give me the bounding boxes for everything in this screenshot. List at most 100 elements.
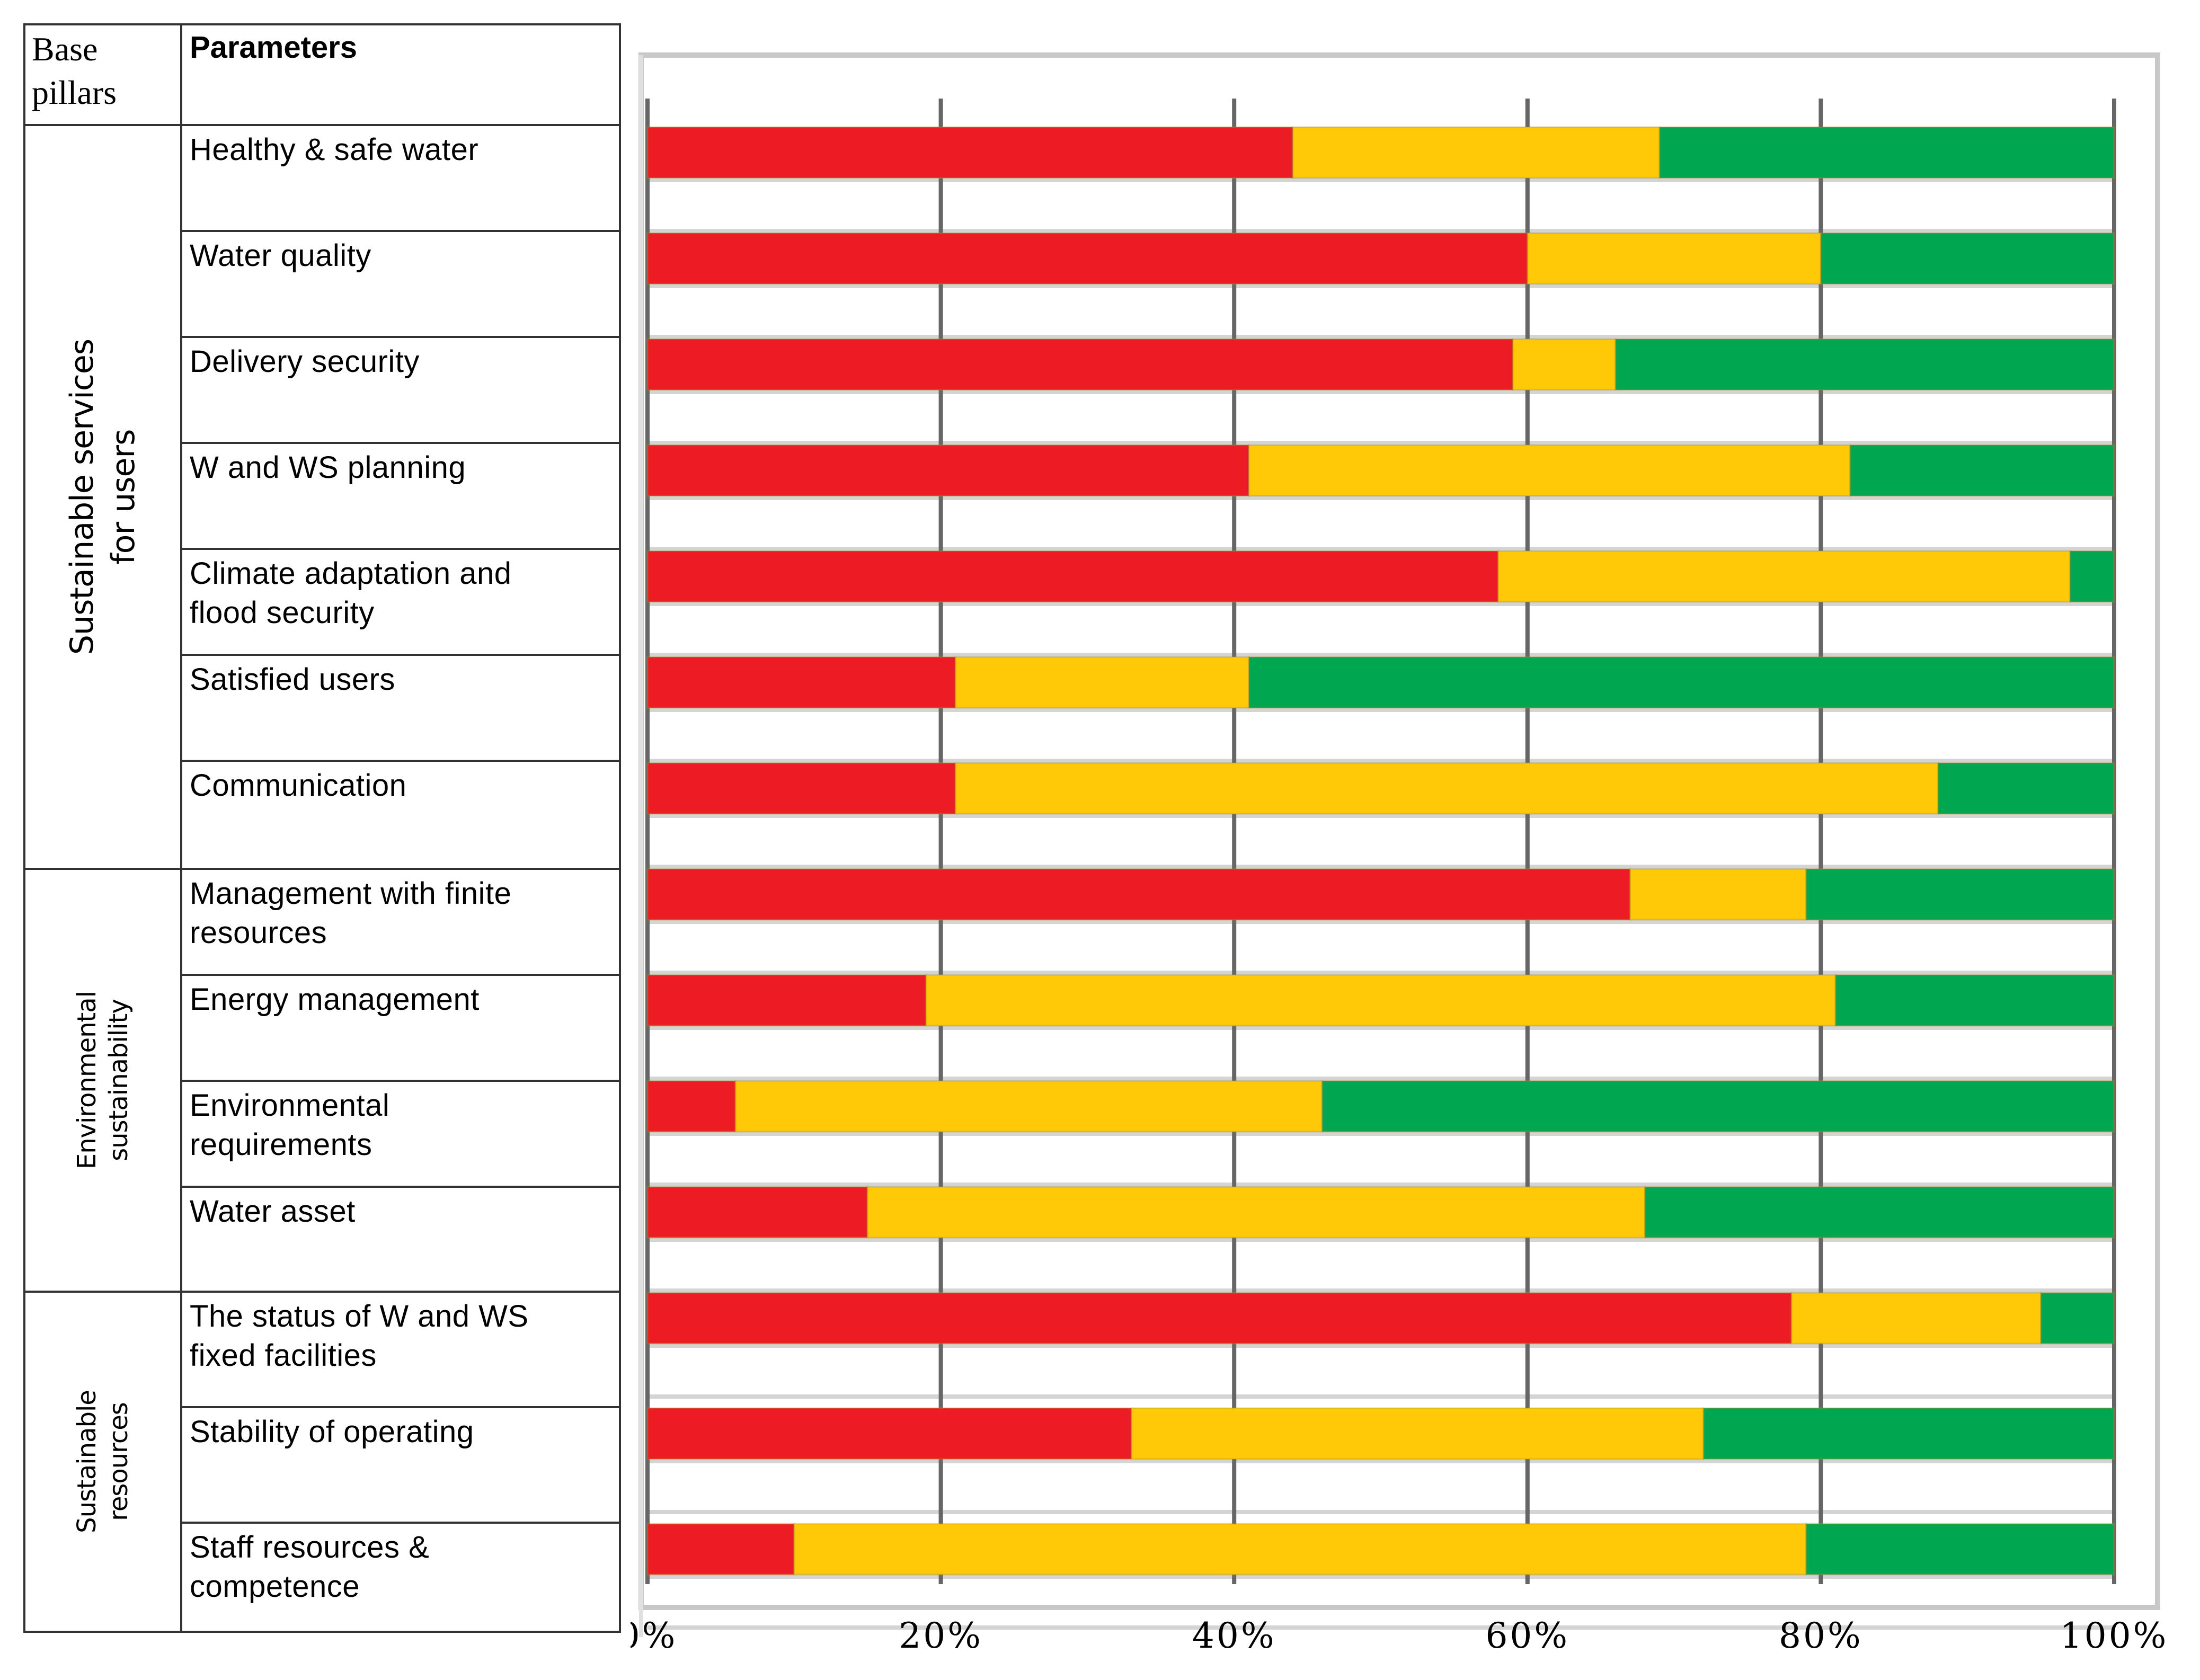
parameter-line1: Satisfied users [190,662,395,697]
parameter-cell: W and WS planning [180,442,621,550]
bar-segment-red [646,126,1294,179]
bar-segment-yellow [793,1523,1807,1576]
chart-frame [638,52,2160,1610]
bar-segment-red [646,1080,737,1133]
parameter-line1: Climate adaptation and [190,556,512,591]
bar-segment-red [646,1292,1793,1345]
parameter-line1: Energy management [190,982,480,1017]
x-tick-label: 100% [2060,1615,2169,1656]
parameter-line1: W and WS planning [190,450,466,485]
parameter-line1: Delivery security [190,344,420,379]
bar-segment-yellow [1629,868,1807,921]
parameter-cell: Water asset [180,1186,621,1293]
pillar-label-line2: sustainability [104,999,134,1161]
parameter-cell: Climate adaptation and flood security [180,548,621,656]
bar-segment-green [1614,338,2115,391]
x-axis-ticks: 0% 20% 40% 60% 80% 100% [631,1615,2169,1656]
header-base-pillars: Base pillars [23,23,182,126]
parameter-cell: Healthy & safe water [180,124,621,232]
bar-segment-red [646,1523,795,1576]
parameters-table: Base pillars Parameters Sustainable serv… [23,23,621,1633]
bar-segment-yellow [1497,550,2071,603]
pillar-label-line1: Sustainable [72,1390,102,1533]
bar-segment-green [1834,974,2115,1027]
bar-segment-yellow [866,1186,1646,1239]
x-tick-label: 20% [899,1615,983,1656]
bar-segment-green [1937,762,2115,815]
bar-segment-green [1805,868,2115,921]
parameter-line1: Water quality [190,238,371,273]
bar-segment-red [646,444,1250,497]
parameter-line1: Environmental [190,1088,390,1123]
bar-segment-red [646,338,1514,391]
header-base-line1: Base [32,30,98,68]
parameter-line2: fixed facilities [190,1338,377,1373]
pillar-label-line1: Sustainable services [64,339,101,655]
grid-layer [645,99,2116,1630]
x-tick-label: 0% [631,1615,677,1656]
bar-segment-green [1820,232,2115,285]
x-tick-label: 80% [1779,1615,1863,1656]
parameter-cell: The status of W and WS fixed facilities [180,1291,621,1408]
bar-segment-green [1805,1523,2115,1576]
bar-segment-yellow [1248,444,1851,497]
bar-segment-yellow [1512,338,1617,391]
bar-segment-yellow [1790,1292,2042,1345]
parameter-line1: Communication [190,768,407,803]
bar-segment-yellow [1527,232,1822,285]
bar-segment-green [1644,1186,2115,1239]
bar-segment-green [2040,1292,2115,1345]
bar-segment-red [646,868,1631,921]
bar-segment-red [646,656,956,709]
parameter-cell: Environmental requirements [180,1080,621,1188]
bar-segment-yellow [954,656,1250,709]
bar-segment-red [646,1186,868,1239]
parameter-line1: Staff resources & [190,1530,430,1565]
pillar-label-line1: Environmental [72,991,102,1170]
parameter-line1: Stability of operating [190,1415,474,1449]
bar-segment-red [646,550,1499,603]
bar-segment-red [646,1407,1132,1460]
x-tick-label: 40% [1192,1615,1276,1656]
parameter-line1: Healthy & safe water [190,132,479,167]
pillar-label: Sustainable services for users [61,339,144,655]
header-base-line2: pillars [32,74,117,111]
bar-segment-yellow [1292,126,1661,179]
pillar-sustainable-resources: Sustainable resources [23,1291,182,1633]
bar-segment-green [1321,1080,2115,1133]
parameter-line1: Water asset [190,1194,356,1229]
parameter-cell: Delivery security [180,336,621,444]
bar-segment-yellow [1130,1407,1705,1460]
parameter-line2: flood security [190,595,375,630]
bar-segment-yellow [925,974,1837,1027]
bar-layer [646,126,2115,1576]
parameter-line2: resources [190,915,327,950]
parameter-cell: Management with finite resources [180,868,621,976]
bar-segment-yellow [734,1080,1323,1133]
parameter-cell: Energy management [180,974,621,1082]
parameter-line2: competence [190,1569,360,1604]
stacked-bar-chart: 0% 20% 40% 60% 80% 100% [631,48,2200,1680]
parameter-cell: Communication [180,760,621,870]
bar-segment-green [2069,550,2115,603]
parameter-cell: Staff resources & competence [180,1522,621,1633]
pillar-environmental-sustainability: Environmental sustainability [23,868,182,1293]
bar-segment-red [646,232,1529,285]
bar-segment-red [646,974,927,1027]
pillar-label-line2: for users [105,429,142,565]
header-parameters: Parameters [180,23,621,126]
chart-canvas: 0% 20% 40% 60% 80% 100% [631,52,2169,1656]
bar-segment-yellow [954,762,1939,815]
bar-segment-green [1702,1407,2115,1460]
parameter-line1: The status of W and WS [190,1299,529,1334]
parameter-line2: requirements [190,1127,372,1162]
pillar-label-line2: resources [104,1402,134,1521]
pillar-label: Environmental sustainability [71,991,135,1169]
parameter-cell: Water quality [180,230,621,338]
bar-segment-red [646,762,956,815]
parameter-cell: Satisfied users [180,654,621,762]
parameter-cell: Stability of operating [180,1406,621,1524]
bar-segment-green [1849,444,2115,497]
bar-segment-green [1248,656,2115,709]
parameter-line1: Management with finite [190,876,512,911]
